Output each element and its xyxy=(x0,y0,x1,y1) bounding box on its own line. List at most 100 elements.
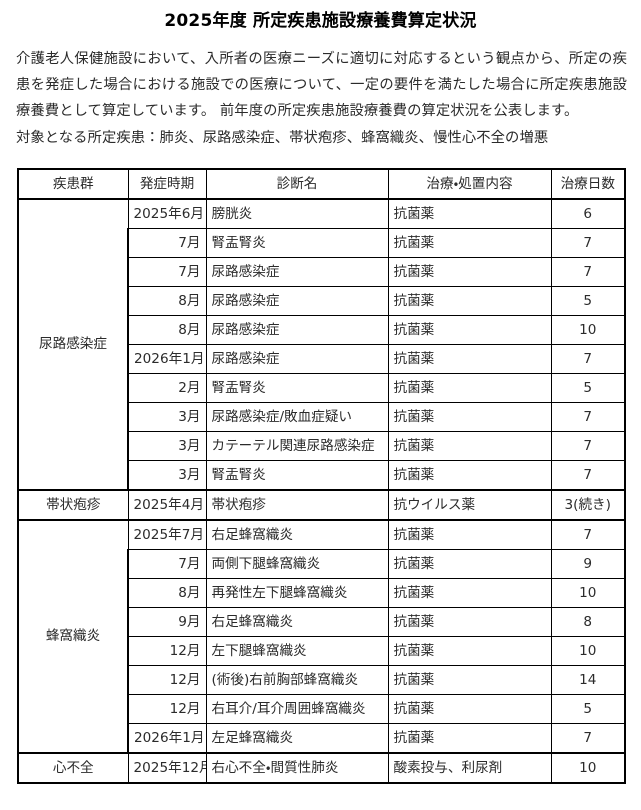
disease-group-cell: 帯状疱疹 xyxy=(17,488,129,520)
table-row: 3月 尿路感染症/敗血症疑い 抗菌薬 7 xyxy=(18,401,626,432)
treatment-days-cell: 7 xyxy=(550,227,626,258)
table-row: 7月 両側下腿蜂窩織炎 抗菌薬 9 xyxy=(18,548,626,579)
intro-paragraph: 介護老人保健施設において、入所者の医療ニーズに適切に対応するという観点から、所定… xyxy=(16,50,627,119)
onset-cell: 12月 xyxy=(127,635,207,666)
treatment-days-cell: 7 xyxy=(550,256,626,287)
treatment-cell: 抗菌薬 xyxy=(387,430,552,461)
diagnosis-cell: 尿路感染症 xyxy=(205,285,389,316)
treatment-cell: 抗菌薬 xyxy=(387,401,552,432)
diagnosis-cell: 左足蜂窩織炎 xyxy=(205,722,389,753)
diagnosis-cell: 右心不全・間質性肺炎 xyxy=(205,751,389,784)
treatment-days-cell: 14 xyxy=(550,664,626,695)
onset-cell: 12月 xyxy=(127,664,207,695)
onset-cell: 2025年12月 xyxy=(127,751,207,784)
treatment-days-cell: 7 xyxy=(550,343,626,374)
onset-cell: 2025年6月 xyxy=(127,197,207,229)
column-header-group: 疾患群 xyxy=(17,167,129,200)
diagnosis-cell: 尿路感染症 xyxy=(205,256,389,287)
table-row: 3月 カテーテル関連尿路感染症 抗菌薬 7 xyxy=(18,430,626,461)
treatment-cell: 抗菌薬 xyxy=(387,518,552,550)
column-header-treatment: 治療・処置内容 xyxy=(387,167,552,200)
treatment-cell: 抗菌薬 xyxy=(387,577,552,608)
treatment-days-cell: 5 xyxy=(550,372,626,403)
onset-cell: 7月 xyxy=(127,548,207,579)
treatment-cell: 抗菌薬 xyxy=(387,256,552,287)
disease-group-cell: 尿路感染症 xyxy=(17,197,129,490)
onset-cell: 2025年7月 xyxy=(127,518,207,550)
table-row: 8月 尿路感染症 抗菌薬 5 xyxy=(18,285,626,316)
table-row: 9月 右足蜂窩織炎 抗菌薬 8 xyxy=(18,606,626,637)
table-row: 2月 腎盂腎炎 抗菌薬 5 xyxy=(18,372,626,403)
table-row: 8月 尿路感染症 抗菌薬 10 xyxy=(18,314,626,345)
treatment-days-cell: 7 xyxy=(550,401,626,432)
treatment-cell: 抗菌薬 xyxy=(387,459,552,490)
diagnosis-cell: 膀胱炎 xyxy=(205,197,389,229)
table-row: 帯状疱疹 2025年4月 帯状疱疹 抗ウイルス薬 3(続き) xyxy=(17,488,626,520)
diagnosis-cell: 尿路感染症 xyxy=(205,314,389,345)
table-row: 心不全 2025年12月 右心不全・間質性肺炎 酸素投与、利尿剤 10 xyxy=(17,751,626,784)
table-row: 尿路感染症 2025年6月 膀胱炎 抗菌薬 6 xyxy=(17,197,626,490)
column-header-diagnosis: 診断名 xyxy=(205,167,389,200)
intro-section: 介護老人保健施設において、入所者の医療ニーズに適切に対応するという観点から、所定… xyxy=(0,35,641,151)
onset-cell: 2026年1月 xyxy=(127,722,207,753)
diagnosis-cell: 腎盂腎炎 xyxy=(205,372,389,403)
treatment-cell: 抗菌薬 xyxy=(387,285,552,316)
table-header-row: 疾患群 発症時期 診断名 治療・処置内容 治療日数 xyxy=(17,167,626,200)
diagnosis-cell: 右足蜂窩織炎 xyxy=(205,606,389,637)
calculation-status-table: 疾患群 発症時期 診断名 治療・処置内容 治療日数 尿路感染症 2025年6月 膀胱… xyxy=(17,167,626,784)
onset-cell: 3月 xyxy=(127,430,207,461)
treatment-cell: 抗菌薬 xyxy=(387,372,552,403)
onset-cell: 8月 xyxy=(127,577,207,608)
diagnosis-cell: 右足蜂窩織炎 xyxy=(205,518,389,550)
treatment-days-cell: 6 xyxy=(550,197,626,229)
treatment-days-cell: 7 xyxy=(550,430,626,461)
treatment-days-cell: 7 xyxy=(550,518,626,550)
treatment-days-cell: 10 xyxy=(550,314,626,345)
table-row: 12月 (術後)右前胸部蜂窩織炎 抗菌薬 14 xyxy=(18,664,626,695)
onset-cell: 2026年1月 xyxy=(127,343,207,374)
page-title: 2025年度 所定疾患施設療養費算定状況 xyxy=(164,11,477,31)
table-row: 3月 腎盂腎炎 抗菌薬 7 xyxy=(18,459,626,490)
table-header: 疾患群 発症時期 診断名 治療・処置内容 治療日数 xyxy=(17,167,626,200)
table-row: 12月 右耳介/耳介周囲蜂窩織炎 抗菌薬 5 xyxy=(18,693,626,724)
diagnosis-cell: (術後)右前胸部蜂窩織炎 xyxy=(205,664,389,695)
diagnosis-cell: 腎盂腎炎 xyxy=(205,459,389,490)
treatment-days-cell: 7 xyxy=(550,722,626,753)
treatment-days-cell: 7 xyxy=(550,459,626,490)
table-row: 2026年1月 尿路感染症 抗菌薬 7 xyxy=(18,343,626,374)
treatment-days-cell: 10 xyxy=(550,751,626,784)
onset-cell: 8月 xyxy=(127,314,207,345)
treatment-cell: 抗菌薬 xyxy=(387,606,552,637)
treatment-cell: 抗菌薬 xyxy=(387,664,552,695)
table-row: 7月 尿路感染症 抗菌薬 7 xyxy=(18,256,626,287)
treatment-cell: 抗菌薬 xyxy=(387,722,552,753)
treatment-cell: 抗菌薬 xyxy=(387,197,552,229)
treatment-cell: 抗菌薬 xyxy=(387,314,552,345)
disease-group-cell: 心不全 xyxy=(17,751,129,784)
table-row: 蜂窩織炎 2025年7月 右足蜂窩織炎 抗菌薬 7 xyxy=(17,518,626,753)
treatment-days-cell: 10 xyxy=(550,577,626,608)
treatment-days-cell: 8 xyxy=(550,606,626,637)
table-container: 疾患群 発症時期 診断名 治療・処置内容 治療日数 尿路感染症 2025年6月 膀胱… xyxy=(0,151,641,784)
onset-cell: 7月 xyxy=(127,227,207,258)
table-row: 2026年1月 左足蜂窩織炎 抗菌薬 7 xyxy=(18,722,626,753)
treatment-days-cell: 9 xyxy=(550,548,626,579)
diagnosis-cell: 右耳介/耳介周囲蜂窩織炎 xyxy=(205,693,389,724)
table-row: 8月 再発性左下腿蜂窩織炎 抗菌薬 10 xyxy=(18,577,626,608)
diagnosis-cell: カテーテル関連尿路感染症 xyxy=(205,430,389,461)
column-header-onset: 発症時期 xyxy=(127,167,207,200)
treatment-days-cell: 5 xyxy=(550,693,626,724)
treatment-days-cell: 5 xyxy=(550,285,626,316)
diagnosis-cell: 左下腿蜂窩織炎 xyxy=(205,635,389,666)
treatment-cell: 抗菌薬 xyxy=(387,693,552,724)
diagnosis-cell: 尿路感染症/敗血症疑い xyxy=(205,401,389,432)
treatment-days-cell: 10 xyxy=(550,635,626,666)
onset-cell: 3月 xyxy=(127,459,207,490)
disease-group-cell: 蜂窩織炎 xyxy=(17,518,129,753)
treatment-cell: 抗ウイルス薬 xyxy=(387,488,552,520)
column-header-days: 治療日数 xyxy=(550,167,626,200)
onset-cell: 7月 xyxy=(127,256,207,287)
table-body: 尿路感染症 2025年6月 膀胱炎 抗菌薬 6 7月 腎盂腎炎 抗菌薬 7 7月 尿路感染症 抗菌薬 7… xyxy=(17,197,626,784)
diagnosis-cell: 尿路感染症 xyxy=(205,343,389,374)
treatment-days-cell: 3(続き) xyxy=(550,488,626,520)
